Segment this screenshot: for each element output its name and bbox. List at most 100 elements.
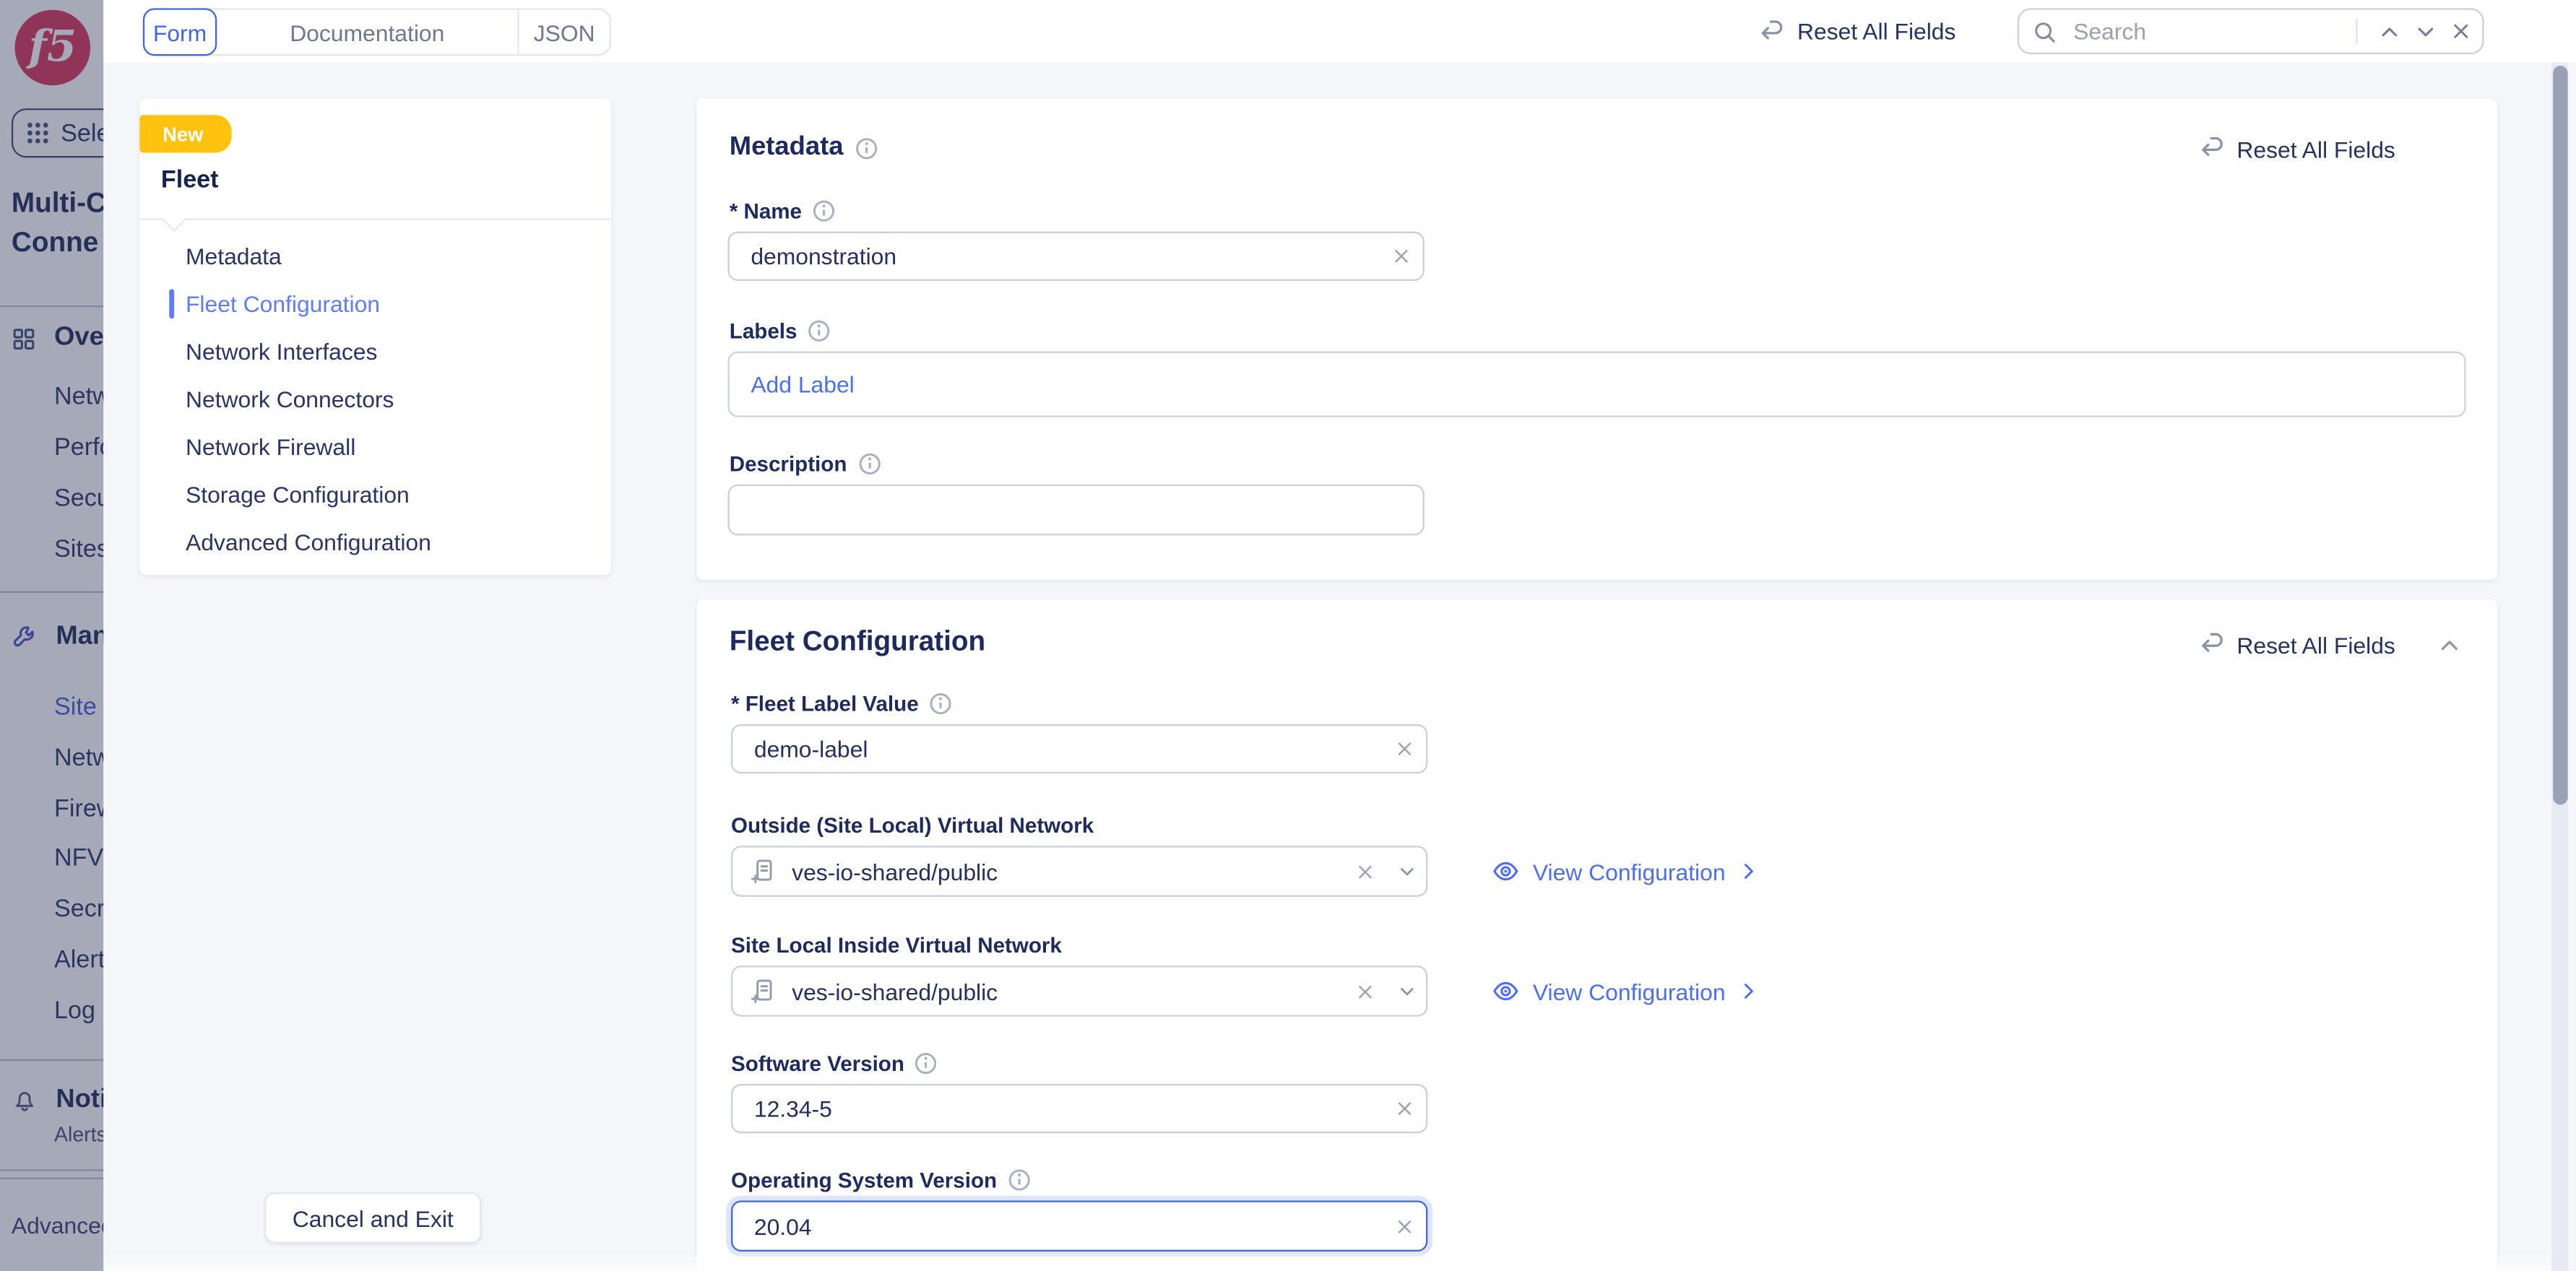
sidebar-section-label: Man bbox=[56, 622, 104, 651]
info-icon[interactable] bbox=[1008, 1169, 1030, 1191]
info-icon[interactable] bbox=[856, 137, 878, 159]
collapse-section-chevron-up-icon[interactable] bbox=[2438, 634, 2461, 657]
dropdown-chevron-down-icon[interactable] bbox=[1386, 848, 1426, 895]
add-label-button[interactable]: Add Label bbox=[751, 370, 855, 398]
outside-vn-view-configuration-link[interactable]: View Configuration bbox=[1492, 857, 1760, 885]
sidebar-item-active: Site I bbox=[54, 693, 103, 721]
tab-json[interactable]: JSON bbox=[517, 9, 609, 55]
labels-editor[interactable]: Add Label bbox=[727, 351, 2466, 417]
eye-icon bbox=[1492, 857, 1520, 885]
inside-vn-select[interactable]: ves-io-shared/public bbox=[731, 966, 1428, 1017]
vertical-scrollbar-track[interactable] bbox=[2551, 62, 2568, 1271]
os-version-label-text: Operating System Version bbox=[731, 1167, 998, 1193]
sidebar-divider bbox=[0, 1059, 104, 1062]
sidebar-divider bbox=[0, 1169, 104, 1171]
software-version-input[interactable]: 12.34-5 bbox=[731, 1083, 1428, 1134]
inside-vn-label: Site Local Inside Virtual Network bbox=[731, 933, 1062, 958]
sidebar-section-notifications: Noti bbox=[12, 1085, 103, 1115]
sidebar-item: Sites bbox=[54, 535, 103, 564]
top-bar: Form Documentation JSON Reset All Fields… bbox=[103, 0, 2576, 63]
sidebar-section-manage: Man bbox=[12, 623, 103, 652]
form-content-area: New Fleet Metadata Fleet Configuration N… bbox=[103, 62, 2576, 1271]
sidebar-item: Alert bbox=[54, 945, 104, 974]
workspace-title-line2: Conne bbox=[11, 226, 99, 259]
tab-documentation[interactable]: Documentation bbox=[290, 19, 445, 45]
name-input[interactable]: demonstration bbox=[727, 231, 1425, 281]
cancel-and-exit-button[interactable]: Cancel and Exit bbox=[264, 1192, 482, 1244]
software-version-label: Software Version bbox=[731, 1051, 938, 1076]
clear-icon[interactable] bbox=[1380, 233, 1422, 279]
clear-icon[interactable] bbox=[1344, 848, 1386, 895]
form-nav-item-network-interfaces[interactable]: Network Interfaces bbox=[185, 338, 378, 365]
sidebar-section-label: Ove bbox=[54, 324, 104, 352]
active-item-indicator bbox=[169, 289, 175, 319]
sidebar-item: Perfo bbox=[54, 433, 103, 462]
clear-icon[interactable] bbox=[1383, 726, 1426, 772]
sidebar-advanced-toggle: Advanced bbox=[11, 1212, 103, 1239]
search-input[interactable]: Search bbox=[2017, 8, 2484, 55]
info-icon[interactable] bbox=[808, 320, 830, 342]
outside-vn-label: Outside (Site Local) Virtual Network bbox=[731, 813, 1094, 838]
fleet-label-value-label: * Fleet Label Value bbox=[731, 691, 951, 716]
os-version-input[interactable]: 20.04 bbox=[731, 1200, 1428, 1252]
f5-logo: f5 bbox=[14, 9, 91, 86]
sidebar-item: Secu bbox=[54, 484, 103, 513]
fleet-configuration-title: Fleet Configuration bbox=[729, 625, 986, 657]
sidebar-section-label: Noti bbox=[56, 1085, 104, 1114]
view-configuration-label: View Configuration bbox=[1532, 978, 1726, 1005]
form-nav-item-fleet-configuration[interactable]: Fleet Configuration bbox=[185, 290, 381, 317]
dropdown-chevron-down-icon[interactable] bbox=[1386, 968, 1426, 1015]
sidebar-item: Netw bbox=[54, 382, 103, 411]
info-icon[interactable] bbox=[813, 200, 835, 222]
bell-icon bbox=[12, 1088, 38, 1114]
info-icon[interactable] bbox=[930, 693, 952, 715]
search-next-chevron-down-icon[interactable] bbox=[2407, 8, 2443, 54]
clear-icon[interactable] bbox=[1344, 968, 1386, 1015]
form-nav-item-storage-configuration[interactable]: Storage Configuration bbox=[185, 481, 410, 508]
outside-vn-select[interactable]: ves-io-shared/public bbox=[731, 846, 1428, 897]
form-nav-divider bbox=[139, 218, 612, 220]
description-field-label: Description bbox=[730, 451, 880, 477]
object-reference-icon bbox=[749, 977, 777, 1005]
search-icon bbox=[2026, 8, 2062, 54]
search-close-icon[interactable] bbox=[2443, 8, 2479, 54]
os-version-label: Operating System Version bbox=[731, 1168, 1030, 1192]
undo-icon bbox=[2197, 630, 2226, 659]
search-divider bbox=[2356, 18, 2358, 45]
reset-all-fields-label: Reset All Fields bbox=[2236, 631, 2395, 658]
inside-vn-view-configuration-link[interactable]: View Configuration bbox=[1492, 977, 1760, 1005]
vertical-scrollbar-thumb[interactable] bbox=[2552, 65, 2567, 805]
form-nav-item-metadata[interactable]: Metadata bbox=[185, 243, 282, 269]
name-field-label: * Name bbox=[730, 199, 835, 223]
form-nav-item-network-firewall[interactable]: Network Firewall bbox=[185, 433, 356, 460]
clear-icon[interactable] bbox=[1383, 1085, 1426, 1132]
info-icon[interactable] bbox=[858, 453, 880, 475]
sidebar-item: Firew bbox=[54, 794, 103, 823]
overview-grid-icon bbox=[12, 326, 36, 350]
labels-field-label: Labels bbox=[730, 318, 830, 343]
name-label-text: * Name bbox=[729, 199, 803, 224]
view-configuration-label: View Configuration bbox=[1532, 858, 1726, 885]
info-icon[interactable] bbox=[916, 1052, 938, 1075]
form-nav-item-advanced-configuration[interactable]: Advanced Configuration bbox=[185, 529, 431, 555]
sidebar-divider bbox=[0, 305, 104, 308]
sidebar-item: Log N bbox=[54, 997, 103, 1025]
fleet-reset-all-fields-button[interactable]: Reset All Fields bbox=[2197, 630, 2395, 659]
object-reference-icon bbox=[749, 857, 777, 885]
search-prev-chevron-up-icon[interactable] bbox=[2371, 8, 2407, 54]
metadata-section-header: Metadata bbox=[730, 133, 878, 162]
description-input[interactable] bbox=[727, 484, 1425, 536]
reset-all-fields-button[interactable]: Reset All Fields bbox=[1758, 0, 1955, 62]
sidebar-item: Secr bbox=[54, 895, 104, 924]
metadata-reset-all-fields-button[interactable]: Reset All Fields bbox=[2197, 134, 2395, 162]
software-version-label-text: Software Version bbox=[731, 1051, 904, 1076]
reset-all-fields-label: Reset All Fields bbox=[1797, 18, 1956, 45]
clear-icon[interactable] bbox=[1383, 1202, 1426, 1250]
workspace-title: Multi-C Conne bbox=[12, 184, 103, 263]
tab-form[interactable]: Form bbox=[142, 8, 217, 56]
select-service-button: Sele bbox=[11, 108, 104, 158]
form-nav-item-network-connectors[interactable]: Network Connectors bbox=[185, 386, 394, 412]
collapse-notch-icon bbox=[162, 208, 186, 232]
fleet-label-value-input[interactable]: demo-label bbox=[731, 724, 1428, 774]
fleet-configuration-header: Fleet Configuration bbox=[730, 625, 985, 658]
